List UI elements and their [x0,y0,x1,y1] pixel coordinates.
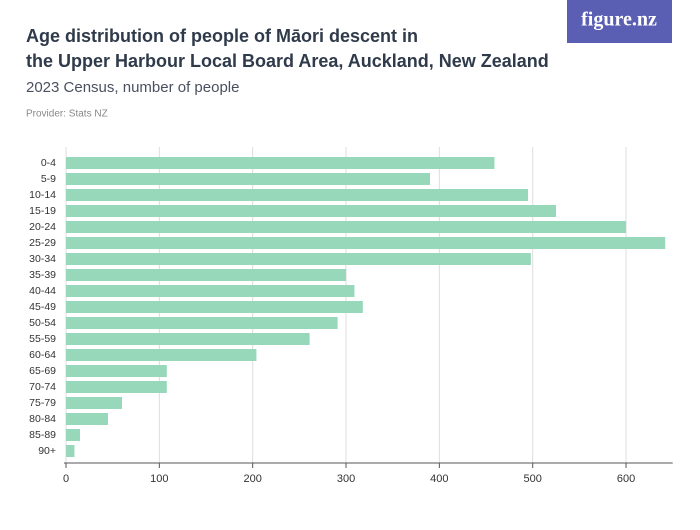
y-tick-label: 15-19 [29,205,56,217]
x-tick-label: 200 [243,473,261,485]
y-tick-label: 50-54 [29,317,56,329]
x-tick-label: 600 [617,473,635,485]
bar [66,221,627,233]
bar [66,365,167,377]
bar [66,253,531,265]
y-tick-label: 60-64 [29,349,56,361]
y-tick-label: 55-59 [29,333,56,345]
y-tick-label: 80-84 [29,413,56,425]
bar [66,269,347,281]
bar [66,445,75,457]
x-tick-label: 500 [524,473,542,485]
bar [66,189,529,201]
chart-title-line: Age distribution of people of Māori desc… [26,26,418,46]
provider: Provider: Stats NZ [26,109,108,120]
bar [66,317,338,329]
y-tick-label: 75-79 [29,397,56,409]
y-tick-label: 70-74 [29,381,56,393]
x-tick-label: 100 [150,473,168,485]
y-tick-label: 0-4 [41,157,56,169]
x-tick-label: 0 [63,473,69,485]
bar [66,349,257,361]
y-tick-label: 20-24 [29,221,56,233]
bar [66,413,109,425]
y-tick-label: 40-44 [29,285,56,297]
bar [66,301,363,313]
bar [66,333,310,345]
bar [66,285,355,297]
bar [66,397,123,409]
bar [66,381,167,393]
x-tick-label: 400 [430,473,448,485]
bar [66,173,431,185]
logo-box [567,0,672,43]
logo: figure.nz [581,9,657,31]
bar [66,429,81,441]
bar [66,237,666,249]
bar [66,205,557,217]
y-tick-label: 25-29 [29,237,56,249]
y-tick-label: 35-39 [29,269,56,281]
y-tick-label: 30-34 [29,253,56,265]
y-tick-label: 85-89 [29,429,56,441]
chart-subtitle: 2023 Census, number of people [26,79,239,96]
y-tick-label: 5-9 [41,173,56,185]
y-tick-label: 10-14 [29,189,56,201]
y-tick-label: 45-49 [29,301,56,313]
y-tick-label: 65-69 [29,365,56,377]
chart-title-line: the Upper Harbour Local Board Area, Auck… [26,51,549,71]
bar [66,157,495,169]
x-tick-label: 300 [337,473,355,485]
y-tick-label: 90+ [38,445,56,457]
